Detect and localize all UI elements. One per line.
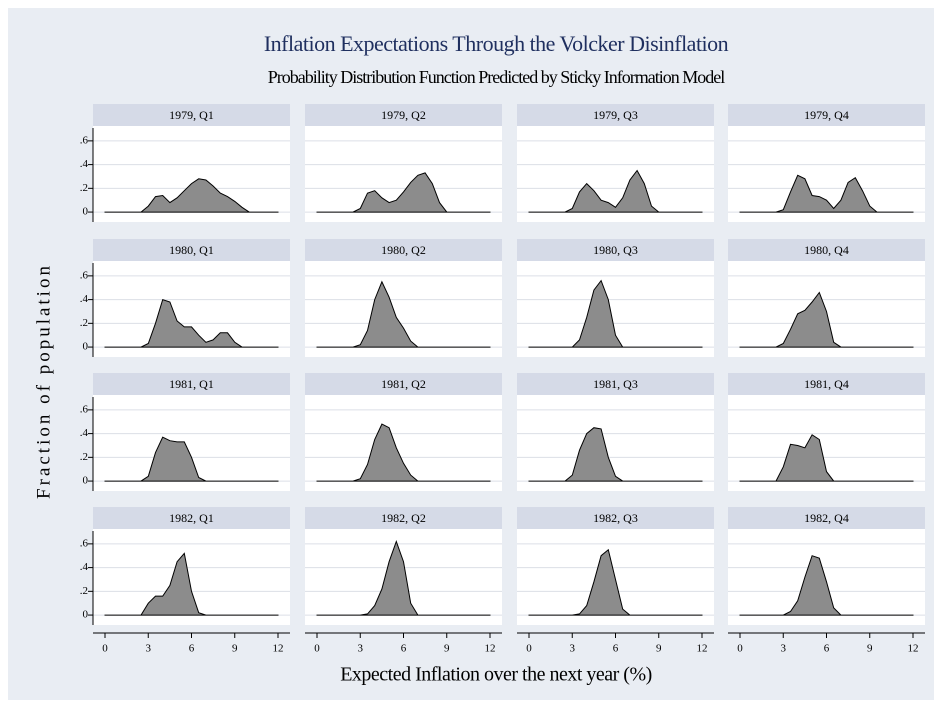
density-area: [739, 291, 914, 348]
y-tick-label: .4: [80, 427, 89, 439]
panel-title: 1980, Q3: [593, 243, 638, 257]
y-tick-label: 0: [83, 475, 89, 487]
x-tick-label: 0: [526, 643, 532, 655]
y-axis-label: Fraction of population: [33, 263, 54, 499]
panel-title: 1980, Q2: [381, 243, 426, 257]
density-area: [104, 298, 279, 348]
panel-header: [93, 373, 290, 395]
y-tick-label: .4: [80, 158, 89, 170]
x-tick-label: 3: [146, 643, 152, 655]
panel-title: 1980, Q1: [169, 243, 214, 257]
x-tick-label: 6: [189, 643, 195, 655]
panel-header: [93, 507, 290, 529]
density-area: [739, 555, 914, 616]
density-area: [104, 178, 279, 213]
panel-header: [517, 373, 714, 395]
y-tick-label: 0: [83, 609, 89, 621]
y-tick-label: .6: [80, 134, 89, 146]
density-area: [528, 279, 703, 348]
x-tick-label: 6: [401, 643, 407, 655]
x-tick-label: 3: [570, 643, 576, 655]
panel-header: [728, 507, 925, 529]
y-tick-label: .2: [80, 585, 88, 597]
x-tick-label: 9: [232, 643, 238, 655]
panel-header: [728, 239, 925, 261]
density-area: [528, 548, 703, 616]
y-tick-label: .2: [80, 182, 88, 194]
panel-title: 1982, Q2: [381, 511, 426, 525]
panel-title: 1982, Q4: [804, 511, 849, 525]
x-tick-label: 12: [908, 643, 919, 655]
density-area: [316, 423, 491, 482]
panel-header: [305, 373, 502, 395]
panel-header: [728, 373, 925, 395]
x-tick-label: 3: [358, 643, 364, 655]
density-area: [104, 552, 279, 616]
panel-title: 1980, Q4: [804, 243, 849, 257]
x-tick-label: 3: [781, 643, 787, 655]
panel-header: [93, 239, 290, 261]
x-tick-label: 9: [867, 643, 873, 655]
x-tick-label: 9: [656, 643, 662, 655]
y-tick-label: .2: [80, 451, 88, 463]
y-tick-label: .2: [80, 317, 88, 329]
x-tick-label: 12: [485, 643, 496, 655]
panel-title: 1981, Q1: [169, 377, 214, 391]
panel-header: [305, 104, 502, 126]
x-tick-label: 0: [314, 643, 320, 655]
density-area: [316, 172, 491, 213]
panel-header: [517, 104, 714, 126]
x-tick-label: 6: [824, 643, 830, 655]
x-tick-label: 12: [273, 643, 284, 655]
chart-title: Inflation Expectations Through the Volck…: [264, 31, 729, 56]
density-area: [739, 434, 914, 482]
panel-title: 1981, Q4: [804, 377, 849, 391]
panel-header: [728, 104, 925, 126]
y-tick-label: .6: [80, 269, 89, 281]
panel-title: 1982, Q3: [593, 511, 638, 525]
panel-header: [517, 507, 714, 529]
panel-title: 1982, Q1: [169, 511, 214, 525]
x-tick-label: 12: [697, 643, 708, 655]
x-tick-label: 9: [444, 643, 450, 655]
x-tick-label: 0: [737, 643, 743, 655]
y-tick-label: 0: [83, 206, 89, 218]
density-area: [528, 427, 703, 482]
panel-title: 1981, Q3: [593, 377, 638, 391]
panel-title: 1981, Q2: [381, 377, 426, 391]
panel-header: [93, 104, 290, 126]
y-tick-label: .4: [80, 293, 89, 305]
y-tick-label: .4: [80, 561, 89, 573]
x-tick-label: 0: [102, 643, 108, 655]
y-tick-label: .6: [80, 403, 89, 415]
panel-header: [517, 239, 714, 261]
x-axis-label: Expected Inflation over the next year (%…: [340, 664, 652, 686]
density-area: [104, 436, 279, 482]
y-tick-label: 0: [83, 341, 89, 353]
panel-title: 1979, Q3: [593, 108, 638, 122]
density-area: [739, 174, 914, 213]
panel-title: 1979, Q2: [381, 108, 426, 122]
panel-title: 1979, Q4: [804, 108, 849, 122]
plot-area: [517, 126, 714, 222]
density-area: [316, 540, 491, 616]
panel-title: 1979, Q1: [169, 108, 214, 122]
density-area: [316, 280, 491, 348]
panel-header: [305, 507, 502, 529]
density-area: [528, 169, 703, 213]
panel-header: [305, 239, 502, 261]
x-tick-label: 6: [613, 643, 619, 655]
y-tick-label: .6: [80, 537, 89, 549]
chart-subtitle: Probability Distribution Function Predic…: [268, 67, 725, 87]
